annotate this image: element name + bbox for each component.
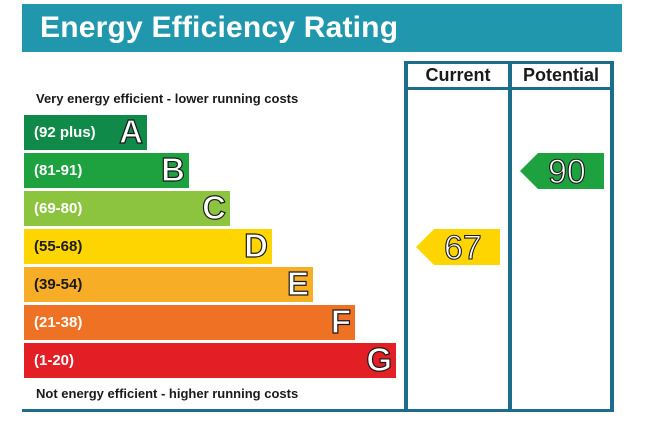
header-bar: Energy Efficiency Rating [22,4,622,52]
band-g: (1-20) G [24,340,396,379]
band-f: (21-38) F [24,302,355,341]
potential-rating-value: 90 [547,152,586,191]
band-a: (92 plus) A [24,112,147,151]
caption-top: Very energy efficient - lower running co… [36,91,299,106]
band-range-label: (39-54) [34,276,83,293]
page-title: Energy Efficiency Rating [40,11,399,44]
band-letter: D [244,226,269,264]
frame-left-current [404,61,408,412]
band-letter: A [119,112,144,150]
band-c: (69-80) C [24,188,230,227]
band-letter: F [330,302,351,340]
band-range-label: (21-38) [34,314,83,331]
band-letter: B [161,150,186,188]
band-letter: E [286,264,309,302]
band-range-label: (55-68) [34,238,83,255]
band-range-label: (92 plus) [34,124,96,141]
current-rating-value: 67 [443,228,482,267]
frame-right [610,61,614,412]
frame-mid [508,61,512,412]
frame-bottom [22,409,614,412]
band-b: (81-91) B [24,150,189,189]
column-header-current: Current [425,65,491,85]
band-d: (55-68) D [24,226,272,265]
band-range-label: (81-91) [34,162,83,179]
column-header-potential: Potential [522,65,599,85]
band-letter: G [366,340,393,378]
band-range-label: (1-20) [34,352,75,369]
caption-bottom: Not energy efficient - higher running co… [36,386,299,401]
band-range-label: (69-80) [34,200,83,217]
band-letter: C [202,188,227,226]
band-e: (39-54) E [24,264,313,303]
